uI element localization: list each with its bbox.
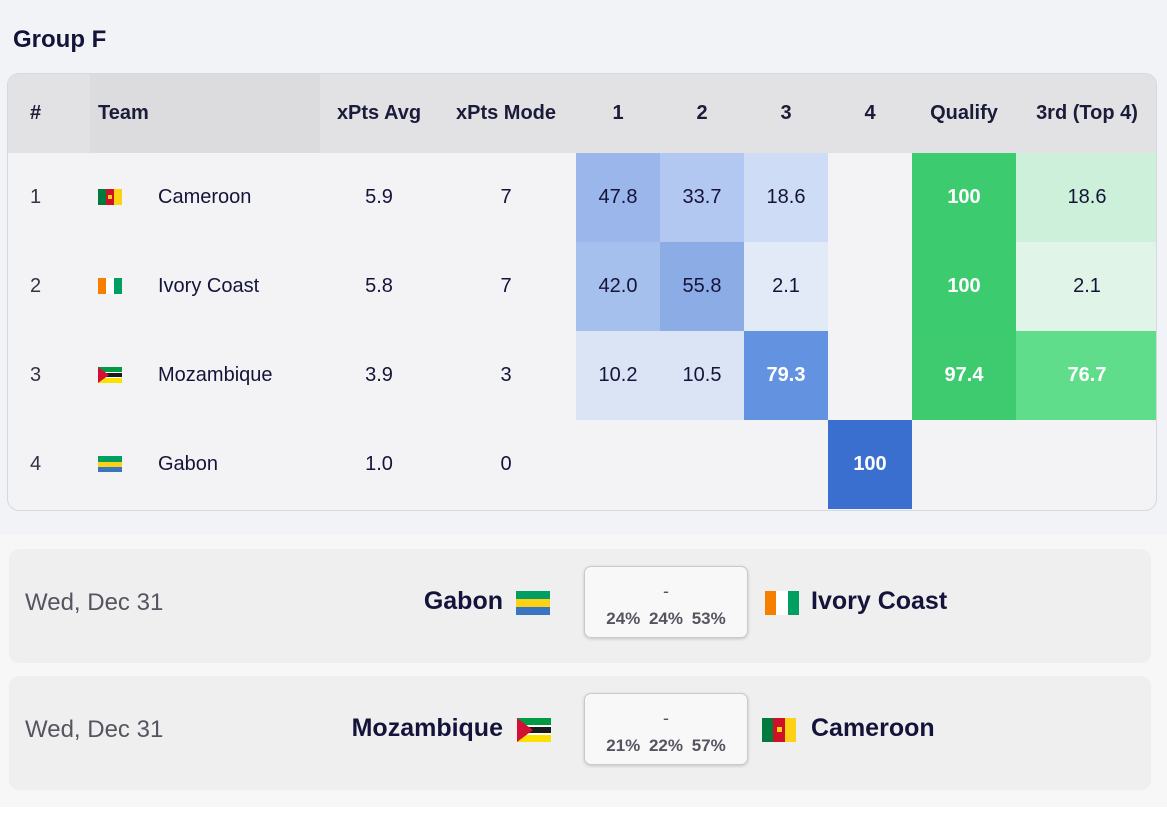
outcome-probabilities: 24% 24% 53% [606, 609, 726, 628]
pos-2-prob: 33.7 [660, 153, 744, 242]
ivory-coast-flag-icon [765, 591, 799, 615]
pos-4-prob [828, 242, 912, 331]
col-header-pos-3[interactable]: 3 [780, 102, 792, 124]
score-box[interactable]: - 24% 24% 53% [584, 566, 748, 638]
third-prob: 18.6 [1016, 153, 1156, 242]
pos-1-prob: 42.0 [576, 242, 660, 331]
group-section: Group F # Team xPts Avg xPts Mode 1 2 3 … [0, 0, 1167, 535]
table-header: # Team xPts Avg xPts Mode 1 2 3 4 Qualif… [8, 74, 1156, 153]
cameroon-flag-icon [98, 189, 122, 205]
home-team-name[interactable]: Mozambique [351, 714, 503, 742]
pos-1-prob [576, 420, 660, 509]
mozambique-flag-icon [517, 718, 551, 742]
col-header-pos-2[interactable]: 2 [696, 102, 708, 124]
match-card[interactable]: Wed, Dec 31 Mozambique - 21% 22% 57% Cam… [9, 676, 1151, 790]
table-row[interactable]: 3 Mozambique 3.9 3 10.2 10.5 79.3 97.4 7… [8, 331, 1156, 420]
xpts-avg: 5.9 [365, 186, 393, 208]
team-name[interactable]: Ivory Coast [158, 275, 260, 297]
third-prob [1016, 420, 1156, 509]
group-title: Group F [13, 26, 107, 53]
third-prob: 76.7 [1016, 331, 1156, 420]
xpts-avg: 5.8 [365, 275, 393, 297]
match-card[interactable]: Wed, Dec 31 Gabon - 24% 24% 53% Ivory Co… [9, 549, 1151, 663]
away-team-name[interactable]: Cameroon [811, 714, 935, 742]
pos-3-prob: 18.6 [744, 153, 828, 242]
gabon-flag-icon [516, 591, 550, 615]
col-header-rank[interactable]: # [29, 102, 42, 124]
xpts-mode: 7 [500, 186, 512, 208]
xpts-mode: 3 [500, 364, 512, 386]
pos-2-prob: 55.8 [660, 242, 744, 331]
team-name[interactable]: Mozambique [158, 364, 273, 386]
col-header-xpts-mode[interactable]: xPts Mode [455, 102, 557, 124]
row-rank: 1 [29, 186, 42, 208]
fixtures-section: Wed, Dec 31 Gabon - 24% 24% 53% Ivory Co… [0, 535, 1167, 807]
col-header-pos-4[interactable]: 4 [864, 102, 876, 124]
pos-4-prob: 100 [828, 420, 912, 509]
col-header-qualify[interactable]: Qualify [930, 102, 998, 124]
pos-4-prob [828, 331, 912, 420]
qualify-prob: 100 [912, 153, 1016, 242]
match-date: Wed, Dec 31 [25, 589, 164, 616]
row-rank: 2 [29, 275, 42, 297]
cameroon-flag-icon [762, 718, 796, 742]
pos-1-prob: 47.8 [576, 153, 660, 242]
team-name[interactable]: Gabon [158, 453, 219, 475]
col-header-pos-1[interactable]: 1 [612, 102, 624, 124]
xpts-avg: 1.0 [365, 453, 393, 475]
standings-table: # Team xPts Avg xPts Mode 1 2 3 4 Qualif… [7, 73, 1157, 511]
table-row[interactable]: 1 Cameroon 5.9 7 47.8 33.7 18.6 100 18.6 [8, 153, 1156, 242]
home-team-name[interactable]: Gabon [423, 587, 503, 615]
xpts-mode: 0 [500, 453, 512, 475]
pos-3-prob: 2.1 [744, 242, 828, 331]
col-header-third[interactable]: 3rd (Top 4) [1036, 102, 1138, 124]
pos-3-prob [744, 420, 828, 509]
third-prob: 2.1 [1016, 242, 1156, 331]
xpts-avg: 3.9 [365, 364, 393, 386]
table-row[interactable]: 2 Ivory Coast 5.8 7 42.0 55.8 2.1 100 2.… [8, 242, 1156, 331]
col-header-team[interactable]: Team [98, 102, 149, 124]
xpts-mode: 7 [500, 275, 512, 297]
qualify-prob: 100 [912, 242, 1016, 331]
ivory-coast-flag-icon [98, 278, 122, 294]
pos-2-prob [660, 420, 744, 509]
row-rank: 3 [29, 364, 42, 386]
qualify-prob: 97.4 [912, 331, 1016, 420]
mozambique-flag-icon [98, 367, 122, 383]
row-rank: 4 [29, 453, 42, 475]
pos-1-prob: 10.2 [576, 331, 660, 420]
col-header-xpts-avg[interactable]: xPts Avg [336, 102, 422, 124]
team-name[interactable]: Cameroon [158, 186, 252, 208]
match-date: Wed, Dec 31 [25, 716, 164, 743]
outcome-probabilities: 21% 22% 57% [606, 736, 726, 755]
table-row[interactable]: 4 Gabon 1.0 0 100 [8, 420, 1156, 509]
pos-3-prob: 79.3 [744, 331, 828, 420]
gabon-flag-icon [98, 456, 122, 472]
score-box[interactable]: - 21% 22% 57% [584, 693, 748, 765]
score-value: - [663, 581, 669, 601]
score-value: - [663, 708, 669, 728]
away-team-name[interactable]: Ivory Coast [811, 587, 948, 615]
qualify-prob [912, 420, 1016, 509]
pos-2-prob: 10.5 [660, 331, 744, 420]
pos-4-prob [828, 153, 912, 242]
